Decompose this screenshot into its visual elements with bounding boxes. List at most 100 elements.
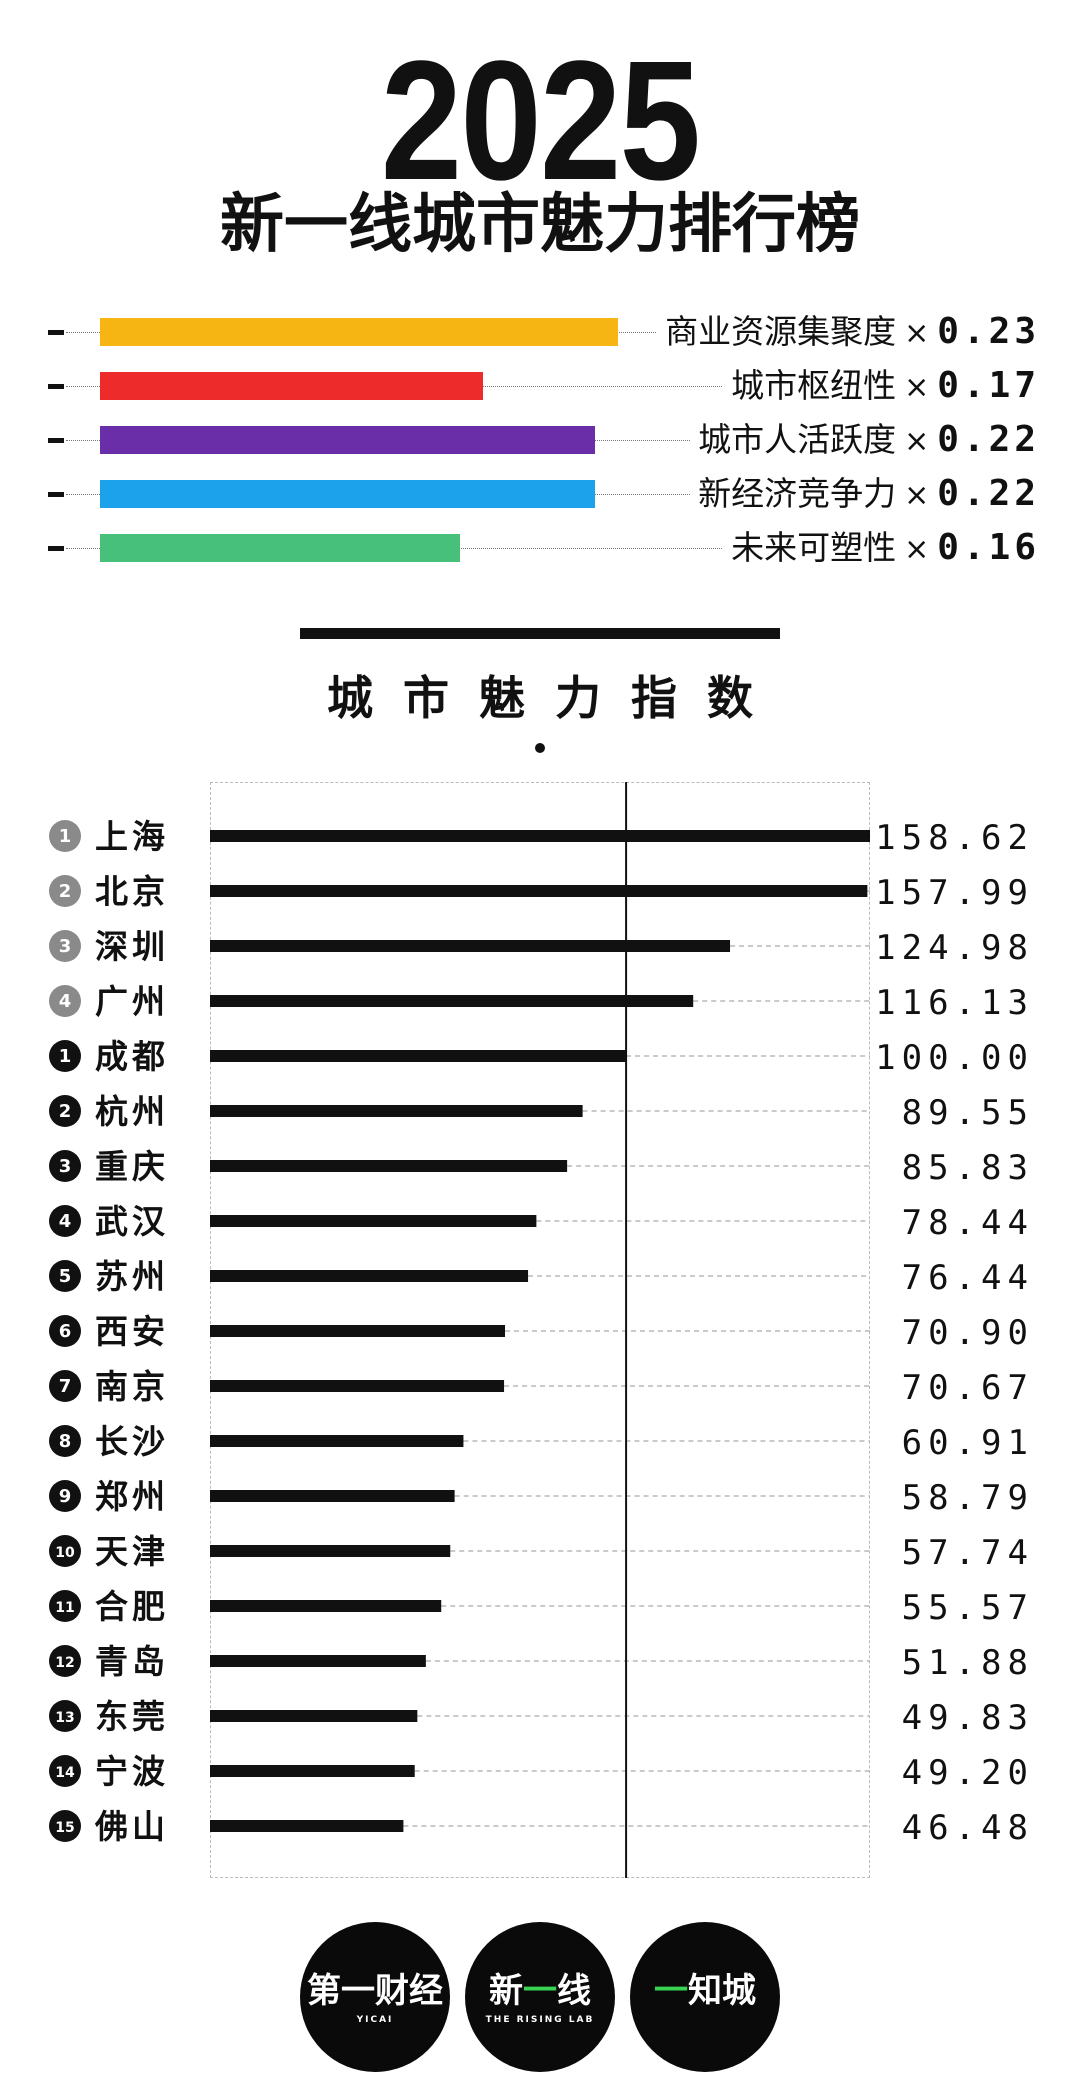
bar-19: [210, 1820, 404, 1832]
multiply-sign: ×: [904, 478, 930, 513]
rank-badge-number: 3: [59, 1156, 72, 1177]
multiply-sign: ×: [904, 532, 930, 567]
rank-badge: [49, 1480, 81, 1512]
weight-dash: [48, 492, 64, 497]
yicai-logo: 第一财经 YICAI: [300, 1922, 450, 2072]
rank-badge: [49, 1095, 81, 1127]
ranking-chart: 1 上海 158.62 2 北京 157.99 3 深圳 124.98 4 广州 116.13 1 成都 1…: [49, 782, 1034, 1878]
city-label: 北京: [95, 872, 169, 911]
rank-badge-number: 4: [59, 991, 72, 1012]
city-label: 佛山: [94, 1807, 169, 1846]
rank-badge-number: 6: [59, 1321, 72, 1342]
value-label: 76.44: [902, 1258, 1034, 1298]
rising-lab-logo-text: 新一线: [489, 1971, 591, 2011]
weight-bar: [100, 426, 595, 454]
rank-badge: [49, 875, 81, 907]
city-label: 深圳: [95, 927, 169, 966]
value-label: 85.83: [902, 1148, 1034, 1188]
rank-badge-number: 5: [59, 1266, 72, 1287]
weight-bar: [100, 534, 460, 562]
city-label: 南京: [95, 1367, 169, 1406]
page-title: 新一线城市魅力排行榜: [220, 188, 860, 262]
rank-badge: [49, 1150, 81, 1182]
zhicheng-logo: 一知城: [630, 1922, 780, 2072]
weight-bar: [100, 372, 483, 400]
rank-badge: [49, 820, 81, 852]
bar-4: [210, 995, 694, 1007]
city-label: 武汉: [95, 1202, 169, 1241]
weight-name: 新经济竞争力: [698, 474, 897, 513]
bar-1: [210, 830, 870, 842]
rank-badge-number: 2: [59, 1101, 72, 1122]
value-label: 60.91: [902, 1423, 1034, 1463]
weight-value: 0.22: [937, 473, 1040, 514]
weight-dash: [48, 330, 64, 335]
rank-badge-number: 3: [59, 936, 72, 957]
zhicheng-logo-text: 一知城: [654, 1971, 756, 2011]
bar-14: [210, 1545, 451, 1557]
city-label: 郑州: [95, 1477, 169, 1516]
weight-leader-line: [66, 386, 1040, 387]
value-label: 70.67: [902, 1368, 1034, 1408]
multiply-sign: ×: [904, 316, 930, 351]
value-label: 78.44: [902, 1203, 1034, 1243]
yicai-logo-text: 第一财经: [307, 1971, 443, 2011]
weight-name: 城市人活跃度: [698, 420, 897, 459]
weight-row: 城市人活跃度 × 0.22: [0, 420, 1080, 460]
section-title: 城市魅力指数: [327, 671, 783, 725]
value-label: 100.00: [875, 1038, 1034, 1078]
city-label: 西安: [95, 1312, 169, 1351]
yicai-logo-sub: YICAI: [356, 2015, 394, 2025]
bar-12: [210, 1435, 464, 1447]
weight-value: 0.16: [937, 527, 1040, 568]
weight-row: 未来可塑性 × 0.16: [0, 528, 1080, 568]
value-label: 70.90: [902, 1313, 1034, 1353]
weight-dash: [48, 384, 64, 389]
city-label: 重庆: [95, 1147, 169, 1186]
bar-13: [210, 1490, 455, 1502]
multiply-sign: ×: [904, 370, 930, 405]
weight-name: 未来可塑性: [731, 528, 897, 567]
bar-9: [210, 1270, 529, 1282]
city-label: 天津: [95, 1532, 169, 1571]
section-dot: [535, 743, 545, 753]
rank-badge: [49, 1425, 81, 1457]
rank-badge-number: 10: [55, 1545, 75, 1561]
weight-dash: [48, 438, 64, 443]
bar-16: [210, 1655, 426, 1667]
value-label: 89.55: [902, 1093, 1034, 1133]
weight-row: 新经济竞争力 × 0.22: [0, 474, 1080, 514]
city-label: 青岛: [95, 1642, 169, 1681]
bar-2: [210, 885, 868, 897]
weight-name: 商业资源集聚度: [665, 312, 897, 351]
rank-badge: [49, 1205, 81, 1237]
value-label: 58.79: [902, 1478, 1034, 1518]
value-label: 46.48: [902, 1808, 1034, 1848]
rank-badge: [49, 1645, 81, 1677]
value-label: 49.20: [902, 1753, 1034, 1793]
weight-value: 0.23: [937, 311, 1040, 352]
weight-label: 未来可塑性 × 0.16: [723, 528, 1040, 568]
rank-badge-number: 14: [55, 1765, 75, 1781]
rank-badge: [49, 1810, 81, 1842]
rank-badge-number: 1: [59, 826, 72, 847]
value-label: 124.98: [875, 928, 1034, 968]
rank-badge: [49, 1755, 81, 1787]
rank-badge: [49, 1535, 81, 1567]
rank-badge-number: 1: [59, 1046, 72, 1067]
city-label: 合肥: [95, 1587, 169, 1626]
rank-badge: [49, 1315, 81, 1347]
value-label: 116.13: [875, 983, 1034, 1023]
section-rule: [300, 628, 780, 639]
bar-6: [210, 1105, 583, 1117]
city-label: 杭州: [95, 1092, 169, 1131]
rank-badge-number: 2: [59, 881, 72, 902]
logo-row: 第一财经 YICAI 新一线 THE RISING LAB 一知城: [0, 1922, 1080, 2072]
rank-badge-number: 13: [55, 1710, 74, 1726]
multiply-sign: ×: [904, 424, 930, 459]
weight-label: 新经济竞争力 × 0.22: [690, 474, 1040, 514]
weight-value: 0.22: [937, 419, 1040, 460]
city-label: 长沙: [95, 1422, 169, 1461]
rank-badge: [49, 1040, 81, 1072]
bar-7: [210, 1160, 568, 1172]
